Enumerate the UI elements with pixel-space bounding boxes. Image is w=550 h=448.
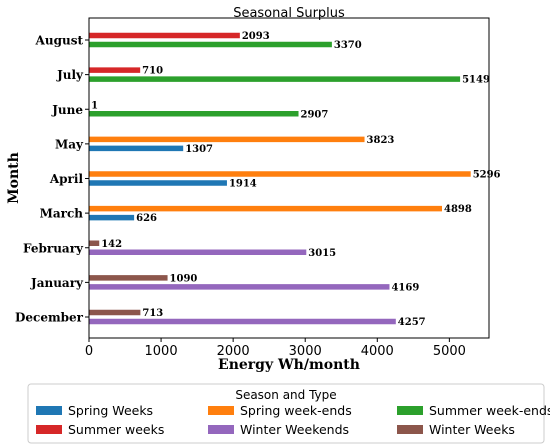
- legend-label-spring-weeks: Spring Weeks: [68, 403, 153, 418]
- bar-summer-weeks-august: [89, 32, 240, 39]
- x-tick-label: 0: [85, 344, 93, 359]
- y-axis-label: Month: [6, 152, 22, 204]
- data-label-winter-weekends-february: 3015: [308, 248, 336, 259]
- bar-winter-weekends-january: [89, 284, 390, 290]
- data-label-spring-weeks-april: 1914: [229, 179, 257, 190]
- bar-spring-week-ends-march: [89, 205, 443, 212]
- legend-swatch-winter-weeks: [397, 425, 423, 434]
- data-label-spring-weeks-march: 626: [136, 213, 157, 224]
- legend: Season and Type Spring Weeks Spring week-…: [27, 383, 550, 444]
- data-label-spring-weeks-may: 1307: [185, 144, 213, 155]
- data-label-winter-weekends-january: 4169: [391, 282, 419, 293]
- legend-label-winter-weekends: Winter Weekends: [240, 422, 349, 437]
- bar-spring-weeks-march: [89, 214, 135, 221]
- data-label-summer-weeks-june: 1: [91, 100, 98, 111]
- bar-spring-week-ends-may: [89, 136, 365, 143]
- data-label-summer-weeks-august: 2093: [242, 31, 270, 42]
- legend-label-spring-week-ends: Spring week-ends: [240, 403, 352, 418]
- y-tick-label-march: March: [40, 207, 84, 221]
- y-tick-label-april: April: [49, 172, 84, 186]
- bar-winter-weeks-february: [89, 240, 100, 246]
- bar-winter-weekends-december: [89, 318, 396, 325]
- data-label-spring-week-ends-march: 4898: [444, 204, 472, 215]
- chart-title: Seasonal Surplus: [233, 6, 345, 21]
- x-tick-label: 5000: [433, 344, 466, 359]
- y-tick-label-may: May: [55, 137, 84, 151]
- x-tick-label: 2000: [217, 344, 250, 359]
- bar-spring-weeks-april: [89, 180, 227, 186]
- y-tick-label-january: January: [30, 276, 84, 290]
- y-tick-label-february: February: [23, 241, 84, 255]
- legend-label-summer-week-ends: Summer week-ends: [429, 403, 550, 418]
- legend-label-summer-weeks: Summer weeks: [68, 422, 164, 437]
- x-tick-label: 4000: [361, 344, 394, 359]
- legend-swatch-spring-week-ends: [208, 406, 234, 415]
- y-tick-label-july: July: [56, 68, 84, 82]
- legend-swatch-summer-weeks: [36, 425, 62, 434]
- bar-winter-weeks-january: [89, 275, 168, 281]
- bar-spring-weeks-may: [89, 145, 184, 152]
- y-axis: December January February March April May June…: [15, 34, 89, 325]
- x-axis: 0 1000 2000 3000 4000 5000: [85, 338, 466, 359]
- bar-summer-week-ends-august: [89, 41, 332, 48]
- data-label-summer-week-ends-august: 3370: [334, 40, 362, 51]
- data-label-winter-weeks-december: 713: [142, 308, 163, 319]
- legend-swatch-summer-week-ends: [397, 406, 423, 415]
- x-tick-label: 1000: [145, 344, 178, 359]
- data-label-spring-week-ends-april: 5296: [473, 170, 501, 181]
- bar-summer-weeks-july: [89, 67, 141, 73]
- legend-swatch-winter-weekends: [208, 425, 234, 434]
- legend-label-winter-weeks: Winter Weeks: [429, 422, 515, 437]
- data-label-spring-week-ends-may: 3823: [367, 135, 395, 146]
- bar-summer-week-ends-june: [89, 111, 299, 117]
- bar-summer-week-ends-july: [89, 76, 461, 82]
- data-label-winter-weeks-february: 142: [101, 239, 122, 250]
- data-label-summer-week-ends-june: 2907: [301, 109, 329, 120]
- data-label-summer-week-ends-july: 5149: [462, 75, 490, 86]
- data-label-summer-weeks-july: 710: [142, 66, 163, 77]
- bar-winter-weeks-december: [89, 309, 141, 316]
- bar-winter-weekends-february: [89, 249, 307, 255]
- legend-swatch-spring-weeks: [36, 406, 62, 415]
- y-tick-label-june: June: [51, 103, 83, 117]
- bar-spring-week-ends-april: [89, 171, 471, 177]
- legend-title: Season and Type: [235, 388, 336, 402]
- y-tick-label-december: December: [15, 311, 84, 325]
- data-label-winter-weekends-december: 4257: [398, 317, 426, 328]
- x-axis-label: Energy Wh/month: [218, 357, 360, 373]
- y-tick-label-august: August: [35, 34, 84, 48]
- data-label-winter-weeks-january: 1090: [170, 273, 198, 284]
- x-tick-label: 3000: [289, 344, 322, 359]
